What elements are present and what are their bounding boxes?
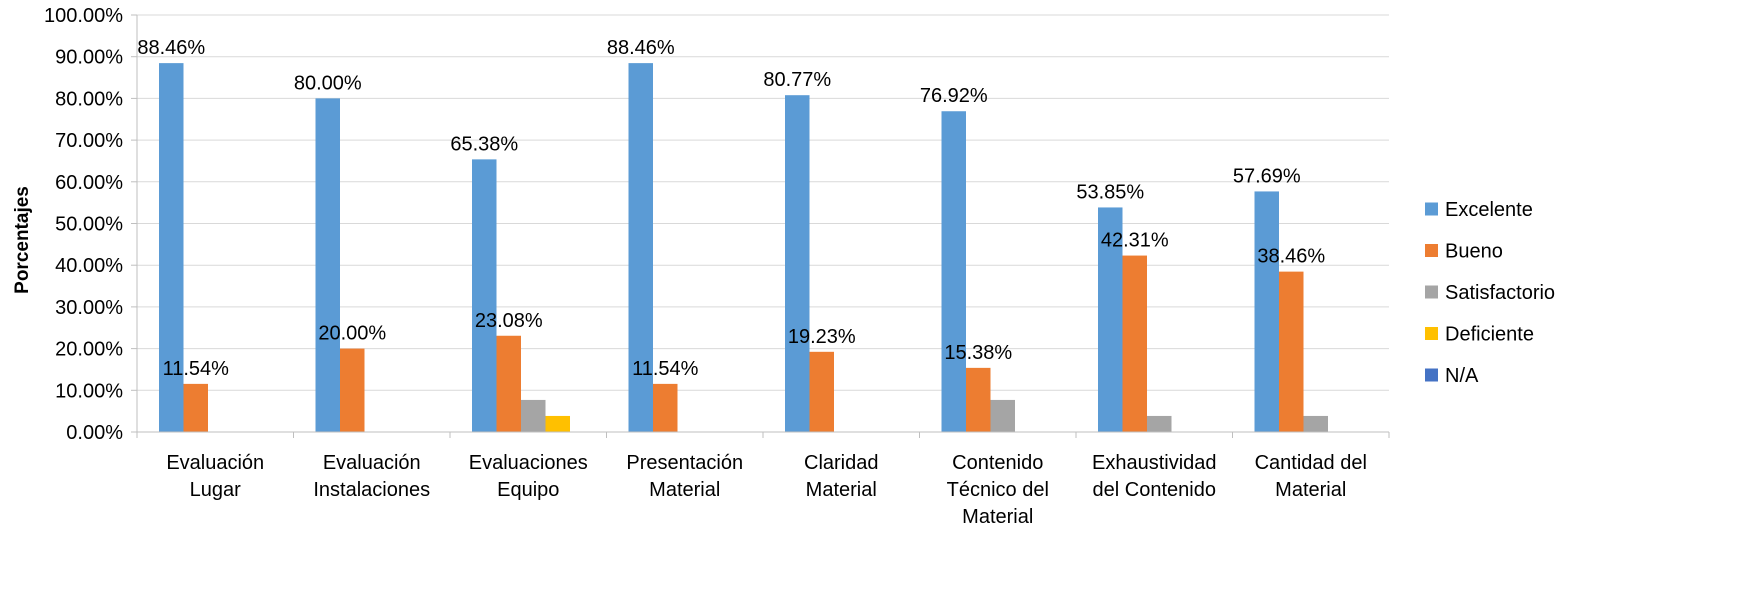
bar-excelente <box>159 63 184 433</box>
bar-excelente <box>472 159 497 432</box>
y-tick-label: 70.00% <box>55 130 123 152</box>
y-tick-label: 100.00% <box>44 5 123 27</box>
bar-bueno <box>183 383 208 432</box>
x-category-label: Evaluaciones Equipo <box>469 452 588 501</box>
bar-bueno <box>809 351 834 432</box>
legend-swatch <box>1425 285 1438 299</box>
bar-excelente <box>941 111 966 433</box>
y-axis-title: Porcentajes <box>12 186 33 294</box>
y-tick-label: 30.00% <box>55 297 123 319</box>
y-tick-label: 20.00% <box>55 339 123 361</box>
x-category-label: Cantidad del Material <box>1255 452 1367 501</box>
data-label: 57.69% <box>1233 165 1301 187</box>
legend-swatch <box>1425 202 1438 216</box>
bar-bueno <box>966 367 991 432</box>
bar-excelente <box>628 63 653 433</box>
data-label: 38.46% <box>1257 246 1325 268</box>
y-tick-label: 10.00% <box>55 380 123 402</box>
legend-label: Deficiente <box>1445 324 1534 346</box>
x-category-label: Contenido Técnico del Material <box>947 452 1049 528</box>
x-category-label: Exhaustividad del Contenido <box>1092 452 1217 501</box>
legend: Excelente Bueno Satisfactorio Deficiente N/A <box>1425 199 1555 387</box>
legend-label: N/A <box>1445 365 1479 387</box>
data-label: 80.00% <box>294 72 362 94</box>
legend-label: Bueno <box>1445 241 1503 263</box>
legend-label: Excelente <box>1445 199 1533 221</box>
data-label: 80.77% <box>763 69 831 91</box>
data-label: 88.46% <box>607 37 675 59</box>
data-labels: 88.46% 80.00% 65.38% 88.46% 80.77% 76.92% 53.8… <box>137 37 1325 380</box>
data-label: 76.92% <box>920 85 988 107</box>
axes: 0.00% 10.00% 20.00% 30.00% 40.00% 50.00% 60.00… <box>44 5 1390 528</box>
y-tick-label: 40.00% <box>55 255 123 277</box>
legend-label: Satisfactorio <box>1445 282 1555 304</box>
legend-swatch <box>1425 244 1438 257</box>
y-tick-label: 50.00% <box>55 214 123 236</box>
y-tick-label: 0.00% <box>66 422 123 444</box>
y-tick-label: 60.00% <box>55 172 123 194</box>
data-label: 15.38% <box>944 342 1012 364</box>
bar-satisfactorio <box>521 399 546 432</box>
data-label: 20.00% <box>318 323 386 345</box>
data-label: 88.46% <box>137 37 205 59</box>
bar-excelente <box>785 95 810 433</box>
x-category-label: Presentación Material <box>626 452 743 501</box>
data-label: 23.08% <box>475 310 543 332</box>
bar-bueno <box>1279 271 1304 432</box>
x-category-label: Evaluación Lugar <box>166 452 264 501</box>
x-category-label: Evaluación Instalaciones <box>313 452 430 501</box>
bar-excelente <box>1254 191 1279 432</box>
bar-satisfactorio <box>990 399 1015 432</box>
bar-bueno <box>340 348 365 432</box>
data-label: 42.31% <box>1101 230 1169 252</box>
bar-bueno <box>653 383 678 432</box>
y-tick-label: 90.00% <box>55 47 123 69</box>
data-label: 11.54% <box>632 358 699 380</box>
bar-bueno <box>496 335 521 432</box>
legend-swatch <box>1425 368 1438 382</box>
x-category-label: Claridad Material <box>804 452 878 501</box>
data-label: 11.54% <box>163 358 230 380</box>
legend-swatch <box>1425 327 1438 340</box>
data-label: 65.38% <box>450 133 518 155</box>
data-label: 53.85% <box>1076 181 1144 203</box>
bar-excelente <box>315 98 340 433</box>
bar-deficiente <box>545 415 570 432</box>
bar-satisfactorio <box>1303 415 1328 432</box>
bar-bueno <box>1122 255 1147 432</box>
y-tick-label: 80.00% <box>55 88 123 110</box>
bar-satisfactorio <box>1147 415 1172 432</box>
bar-excelente <box>1098 207 1123 432</box>
data-label: 19.23% <box>788 326 856 348</box>
bars <box>159 63 1328 433</box>
